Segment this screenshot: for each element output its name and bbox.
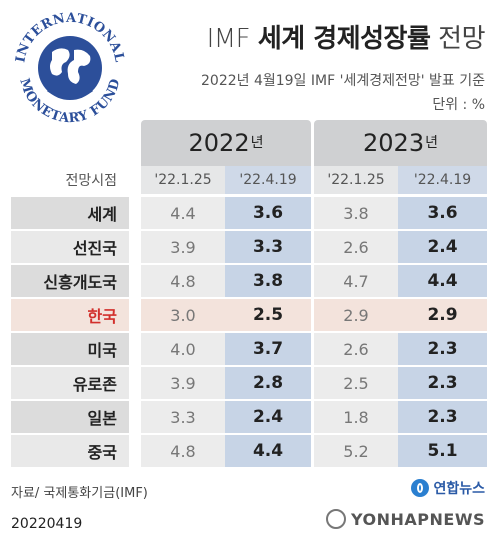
row-label: 한국 bbox=[11, 299, 129, 331]
column-header: '22.1.25 bbox=[314, 166, 398, 194]
table-cell: 2.3 bbox=[398, 367, 487, 399]
table-row: 선진국 3.9 3.3 2.6 2.4 bbox=[11, 231, 487, 265]
table-cell: 2.9 bbox=[398, 299, 487, 331]
table-row-highlight: 한국 3.0 2.5 2.9 2.9 bbox=[11, 299, 487, 333]
page-title: IMF 세계 경제성장률 전망 bbox=[206, 18, 486, 55]
row-label: 중국 bbox=[11, 435, 129, 467]
table-row: 미국 4.0 3.7 2.6 2.3 bbox=[11, 333, 487, 367]
year-header-2023: 2023 년 bbox=[314, 120, 487, 166]
subtitle: 2022년 4월19일 IMF '세계경제전망' 발표 기준 bbox=[201, 73, 485, 89]
table-cell: 1.8 bbox=[314, 401, 398, 433]
table-row: 신흥개도국 4.8 3.8 4.7 4.4 bbox=[11, 265, 487, 299]
table-cell: 2.9 bbox=[314, 299, 398, 331]
table-cell: 5.2 bbox=[314, 435, 398, 467]
column-header: '22.4.19 bbox=[225, 166, 311, 194]
table-cell: 3.9 bbox=[141, 367, 225, 399]
table-cell: 2.3 bbox=[398, 401, 487, 433]
imf-seal-icon: INTERNATIONAL MONETARY FUND bbox=[10, 8, 130, 128]
table-cell: 3.7 bbox=[225, 333, 311, 365]
table-row: 중국 4.8 4.4 5.2 5.1 bbox=[11, 435, 487, 469]
source-note: 자료/ 국제통화기금(IMF) bbox=[11, 486, 148, 501]
row-label: 유로존 bbox=[11, 367, 129, 399]
yonhap-watermark-icon bbox=[326, 509, 346, 529]
title-prefix: IMF bbox=[206, 24, 251, 54]
table-cell: 4.4 bbox=[398, 265, 487, 297]
year-header-2022: 2022 년 bbox=[141, 120, 311, 166]
table-cell: 2.6 bbox=[314, 231, 398, 263]
table-cell: 4.7 bbox=[314, 265, 398, 297]
row-label: 신흥개도국 bbox=[11, 265, 129, 297]
date-code: 20220419 bbox=[11, 516, 83, 532]
title-suffix: 전망 bbox=[438, 24, 485, 54]
table-row: 세계 4.4 3.6 3.8 3.6 bbox=[11, 197, 487, 231]
unit-label: 단위 : % bbox=[432, 97, 485, 113]
table-cell: 3.9 bbox=[141, 231, 225, 263]
title-main: 세계 경제성장률 bbox=[257, 24, 431, 54]
table-cell: 4.4 bbox=[225, 435, 311, 467]
table-cell: 3.3 bbox=[225, 231, 311, 263]
column-header: '22.4.19 bbox=[398, 166, 487, 194]
table-cell: 3.6 bbox=[398, 197, 487, 229]
table-cell: 4.4 bbox=[141, 197, 225, 229]
table-cell: 4.0 bbox=[141, 333, 225, 365]
row-label: 미국 bbox=[11, 333, 129, 365]
brand: 연합뉴스 bbox=[411, 478, 485, 498]
table-cell: 3.0 bbox=[141, 299, 225, 331]
table-cell: 2.5 bbox=[314, 367, 398, 399]
table-cell: 4.8 bbox=[141, 435, 225, 467]
row-label: 일본 bbox=[11, 401, 129, 433]
column-header-label: 전망시점 bbox=[65, 173, 117, 189]
table-cell: 4.8 bbox=[141, 265, 225, 297]
row-label: 선진국 bbox=[11, 231, 129, 263]
table-cell: 5.1 bbox=[398, 435, 487, 467]
table-cell: 2.5 bbox=[225, 299, 311, 331]
column-header: '22.1.25 bbox=[141, 166, 225, 194]
table-cell: 2.4 bbox=[225, 401, 311, 433]
yonhap-logo-icon bbox=[411, 479, 430, 497]
table-cell: 2.8 bbox=[225, 367, 311, 399]
table-cell: 3.3 bbox=[141, 401, 225, 433]
table-cell: 2.6 bbox=[314, 333, 398, 365]
brand-name: 연합뉴스 bbox=[433, 481, 485, 497]
table-cell: 2.4 bbox=[398, 231, 487, 263]
row-label: 세계 bbox=[11, 197, 129, 229]
watermark: YONHAPNEWS bbox=[326, 509, 485, 529]
table-cell: 3.6 bbox=[225, 197, 311, 229]
table-row: 일본 3.3 2.4 1.8 2.3 bbox=[11, 401, 487, 435]
table-cell: 3.8 bbox=[225, 265, 311, 297]
table-cell: 3.8 bbox=[314, 197, 398, 229]
table-cell: 2.3 bbox=[398, 333, 487, 365]
watermark-text: YONHAPNEWS bbox=[351, 509, 485, 529]
table-row: 유로존 3.9 2.8 2.5 2.3 bbox=[11, 367, 487, 401]
